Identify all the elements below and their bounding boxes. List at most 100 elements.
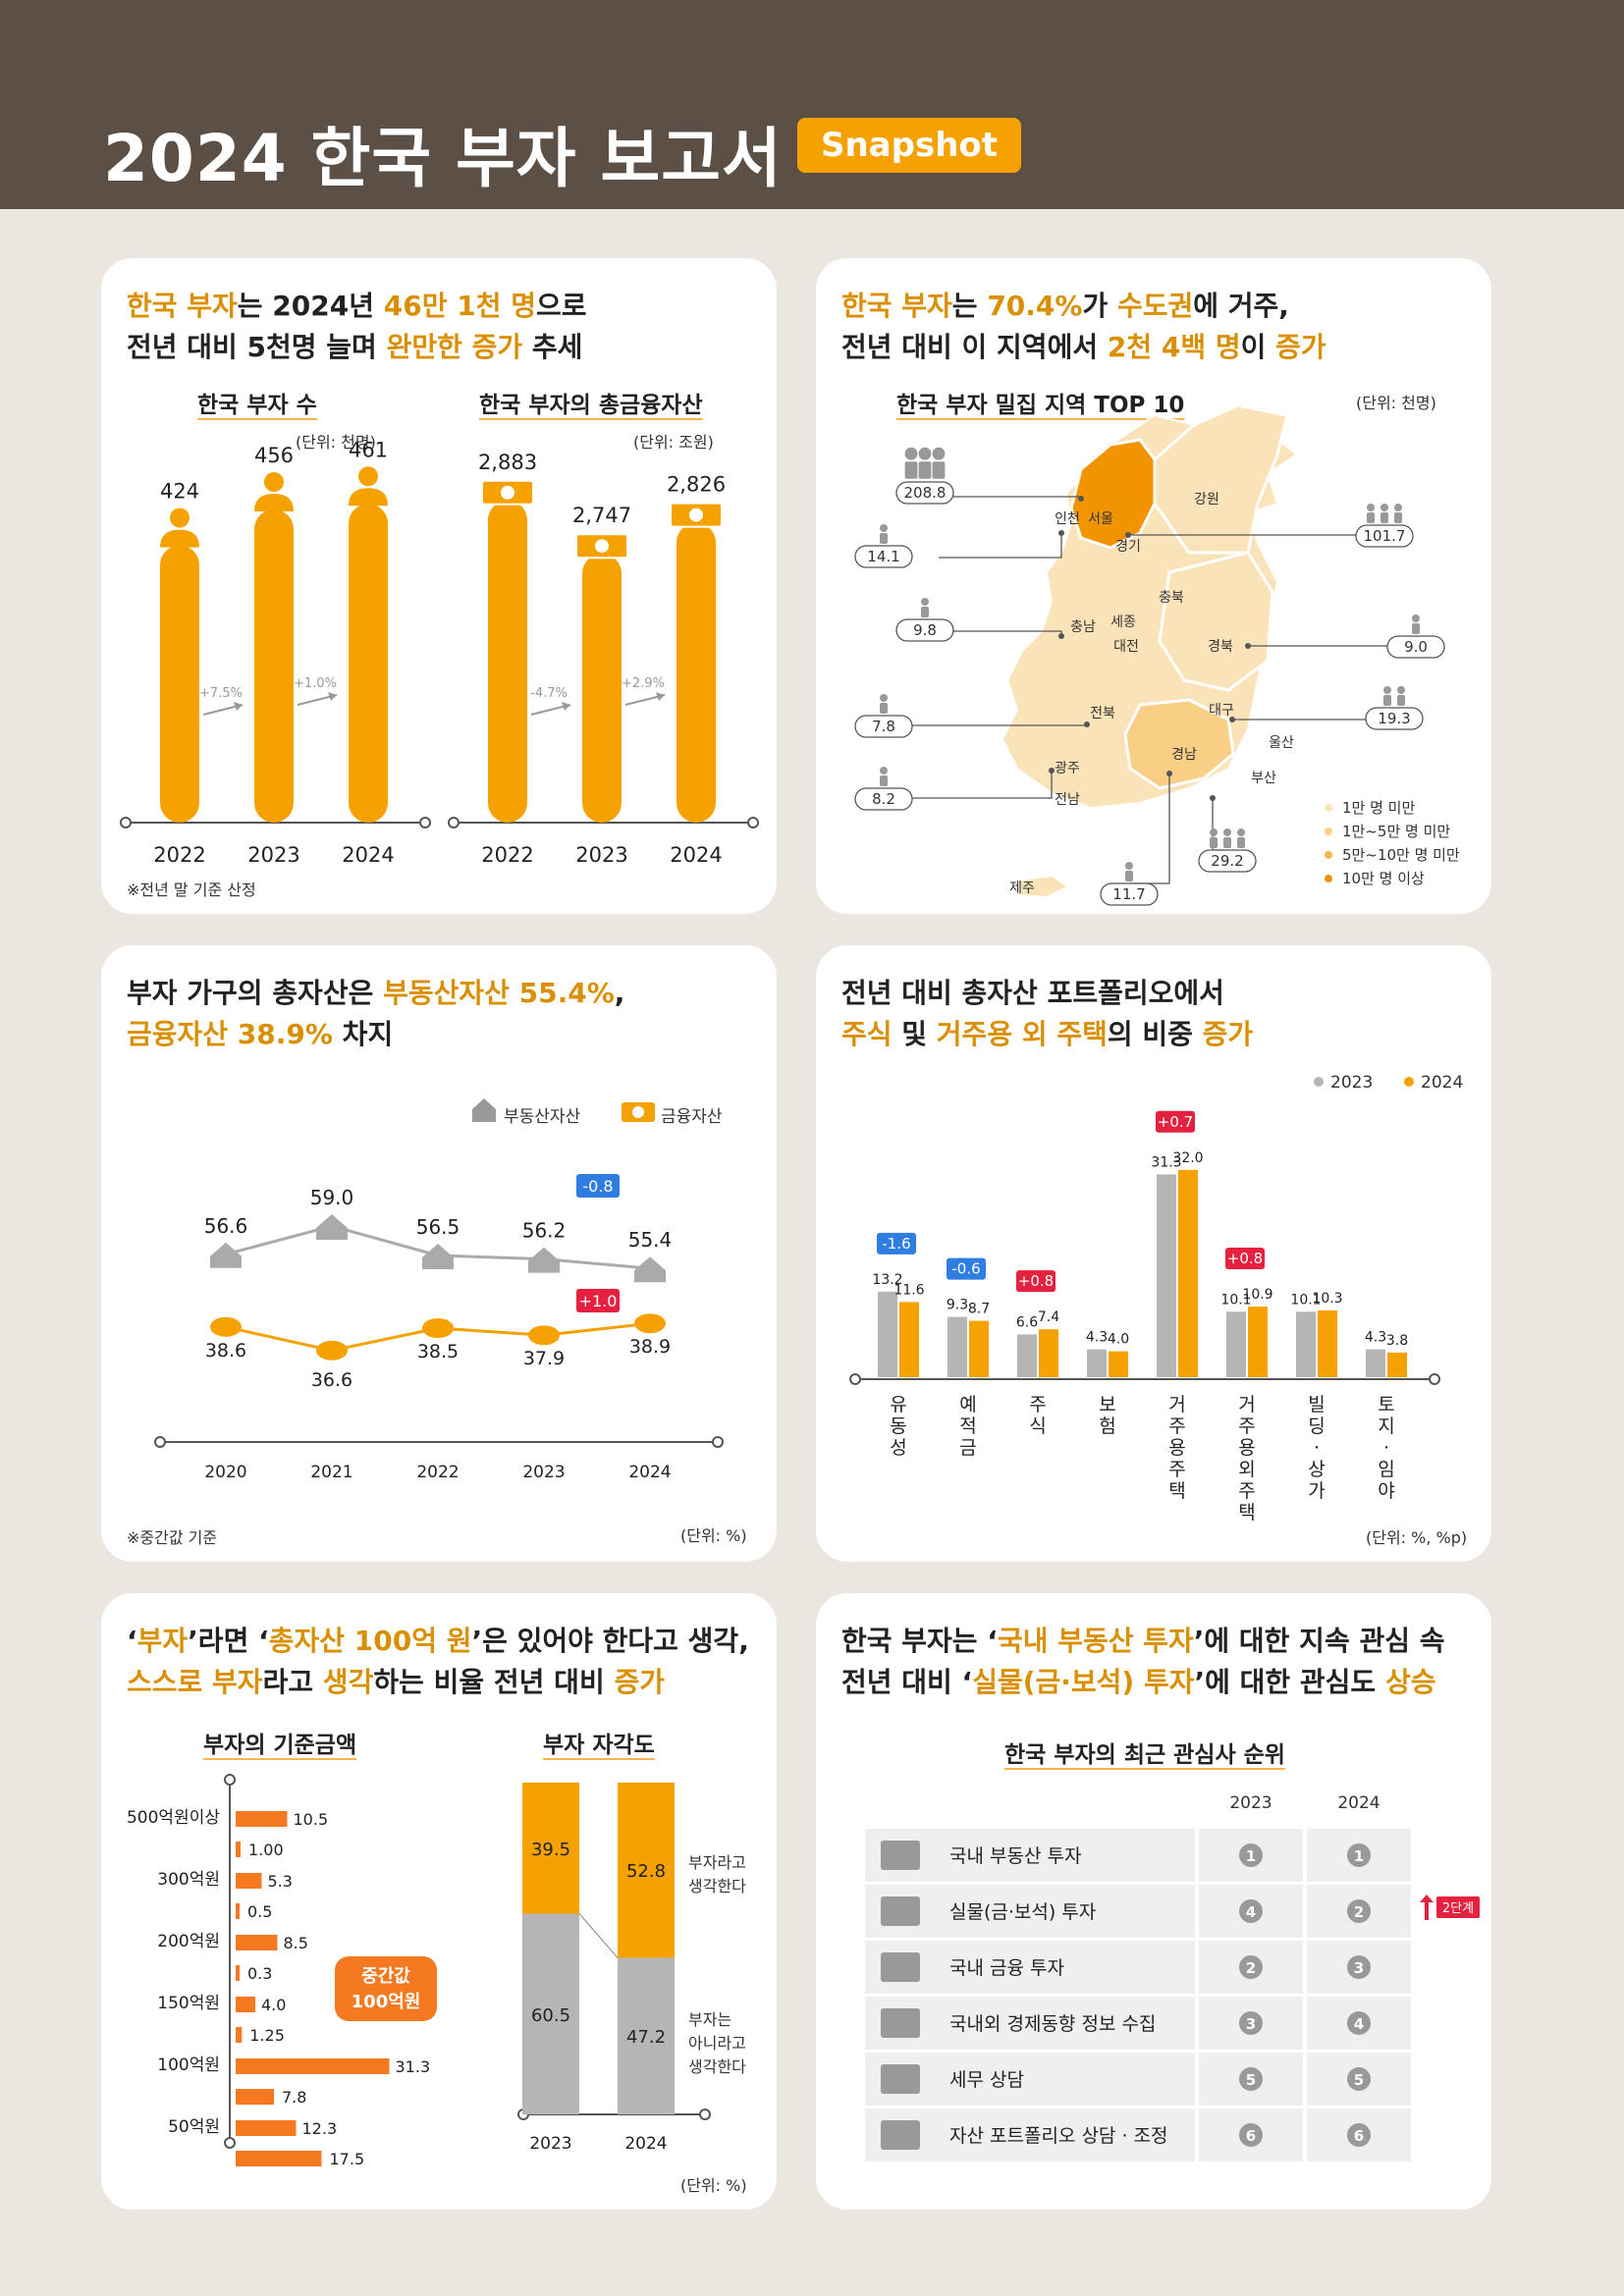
- bar-b: [236, 2089, 274, 2105]
- region-label-incheon: 인천: [1055, 511, 1080, 527]
- value-a: 12.3: [302, 2119, 338, 2138]
- x-tick-label: 2024: [628, 1463, 671, 1482]
- map-gangwon: [1153, 403, 1289, 555]
- year-label: 2023: [575, 843, 627, 867]
- region-label-gyeonggi: 경기: [1115, 539, 1141, 555]
- category-label: 거: [1168, 1394, 1185, 1415]
- category-label: 200억원: [157, 1932, 220, 1951]
- bar-2024: [1318, 1310, 1337, 1377]
- median-callout-line2: 100억원: [352, 1992, 421, 2012]
- value-b: 17.5: [330, 2150, 365, 2168]
- interest-label: 세무 상담: [949, 2069, 1024, 2091]
- rank-circle: [1347, 2123, 1371, 2147]
- bar: [677, 522, 716, 823]
- up-badge: [1436, 1896, 1480, 1918]
- rank-value: 6: [1354, 2127, 1364, 2145]
- criteria-chart: 500억원이상 10.5 1.00 300억원 5.3 0.5 200억원 8.5 0.3 150…: [127, 1774, 746, 2168]
- bar-a: [236, 1935, 278, 1950]
- value-a: 8.5: [284, 1934, 308, 1952]
- person-icon: [1367, 504, 1375, 511]
- bar-2023: [947, 1316, 967, 1377]
- rank-value: 1: [1246, 1847, 1256, 1865]
- bar-2024: [1039, 1329, 1058, 1377]
- person-icon: [1223, 828, 1231, 836]
- category-label: 금: [959, 1437, 976, 1459]
- criteria-unit: (단위: %): [680, 2176, 747, 2195]
- up-badge-text: 2단계: [1442, 1901, 1474, 1916]
- rank-value: 5: [1246, 2071, 1256, 2089]
- portfolio-unit: (단위: %, %p): [1366, 1528, 1468, 1547]
- asset-unit: (단위: 조원): [633, 433, 714, 452]
- money-icon-coin: [689, 507, 703, 522]
- value-2024: 4.0: [1108, 1332, 1129, 1348]
- value-label: 456: [254, 444, 294, 467]
- rank-circle: [1239, 2123, 1263, 2147]
- bar-2024: [1178, 1169, 1198, 1377]
- value-jeonbuk: 7.8: [872, 718, 895, 735]
- rank-value: 3: [1246, 2015, 1256, 2033]
- value-no: 47.2: [626, 2027, 666, 2048]
- page-header: 2024 한국 부자 보고서 Snapshot: [0, 0, 1624, 209]
- legend-label: 10만 명 이상: [1342, 870, 1425, 887]
- leader-dot: [1058, 530, 1064, 536]
- panel-headline: ‘부자’라면 ‘총자산 100억 원’은 있어야 한다고 생각, 스스로 부자라…: [127, 1625, 749, 1698]
- axis-end: [154, 1436, 166, 1448]
- change-label: +2.9%: [622, 676, 665, 691]
- interest-label: 국내 금융 투자: [949, 1957, 1064, 1979]
- legend-re: 부동산자산: [504, 1107, 581, 1127]
- leader-dot: [1210, 795, 1216, 801]
- person-icon: [1397, 686, 1405, 694]
- map-jeju: [1017, 877, 1066, 896]
- house-marker: [422, 1244, 454, 1269]
- category-label: 외: [1238, 1459, 1255, 1480]
- interest-label: 실물(금·보석) 투자: [949, 1901, 1096, 1923]
- leader-dot: [1058, 633, 1064, 639]
- value-label: 424: [160, 480, 199, 504]
- value-2024: 32.0: [1172, 1150, 1203, 1166]
- leader-dot: [1049, 768, 1055, 774]
- leader-dot: [1245, 643, 1251, 649]
- person-icon-body: [1397, 695, 1405, 706]
- change-badge: [947, 1257, 986, 1280]
- bar-no: [522, 1913, 579, 2114]
- year-header: 2023: [1229, 1793, 1272, 1813]
- category-label: 주: [1238, 1480, 1255, 1502]
- panel-headline: 전년 대비 총자산 포트폴리오에서 주식 및 거주용 외 주택의 비중 증가: [841, 977, 1254, 1050]
- interests-table: 2023 2024 국내 부동산 투자 1 1 실물(금·보석) 투자 4 2 국내 금융 투자…: [865, 1793, 1480, 2162]
- axis-end: [712, 1436, 724, 1448]
- panel-rich-criteria: ‘부자’라면 ‘총자산 100억 원’은 있어야 한다고 생각, 스스로 부자라…: [101, 1593, 777, 2210]
- change-badge-text: +0.8: [1018, 1272, 1054, 1290]
- category-label: 용: [1238, 1437, 1255, 1459]
- person-icon-body: [1394, 512, 1402, 523]
- rank-circle: [1347, 2011, 1371, 2035]
- change-badge-re-text: -0.8: [582, 1177, 613, 1196]
- map-unit: (단위: 천명): [1356, 394, 1436, 412]
- map-gyeongbuk: [1158, 551, 1274, 692]
- region-label-chungnam: 충남: [1070, 619, 1096, 635]
- connector-line: [578, 1913, 619, 1958]
- legend-label: 5만~10만 명 미만: [1342, 846, 1460, 864]
- region-label-gyeongnam: 경남: [1171, 747, 1197, 763]
- category-label: 500억원이상: [127, 1808, 220, 1828]
- change-badge: [1225, 1248, 1265, 1270]
- axis-end: [747, 817, 759, 828]
- person-icon-body: [880, 775, 888, 786]
- legend-dot: [1325, 804, 1332, 812]
- region-label-sejong: 세종: [1110, 614, 1136, 630]
- person-icon-body: [1237, 837, 1245, 848]
- bar: [254, 509, 294, 823]
- person-icon: [1383, 686, 1391, 694]
- region-label-chungbuk: 충북: [1159, 590, 1184, 606]
- person-icon: [1125, 862, 1133, 870]
- category-label: 험: [1099, 1415, 1115, 1437]
- year-label: 2024: [624, 2134, 667, 2154]
- region-label-busan: 부산: [1251, 771, 1276, 786]
- category-label: 지: [1378, 1415, 1394, 1437]
- panel-headline: 한국 부자는 2024년 46만 1천 명으로 전년 대비 5천명 늘며 완만한…: [127, 290, 587, 363]
- house-marker: [316, 1214, 348, 1240]
- money-icon-coin: [595, 539, 609, 554]
- leader-dot: [1229, 717, 1235, 722]
- person-icon-body: [880, 703, 888, 714]
- x-tick-label: 2023: [522, 1463, 565, 1482]
- bar-a: [236, 2058, 390, 2074]
